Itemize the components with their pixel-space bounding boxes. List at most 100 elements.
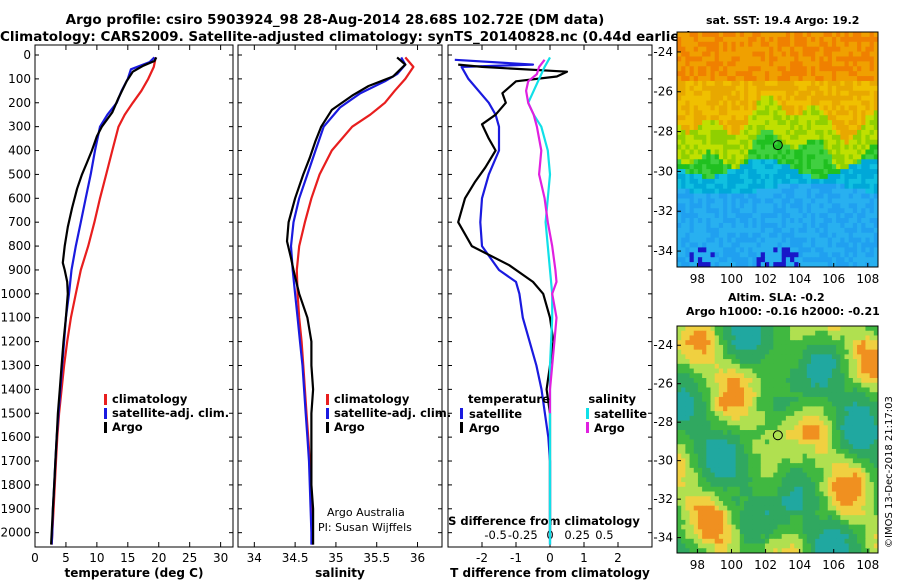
map-cell: [714, 247, 720, 253]
map-cell: [697, 85, 703, 92]
map-cell: [815, 524, 820, 530]
map-cell: [823, 115, 829, 121]
map-cell: [794, 326, 799, 332]
map-cell: [731, 368, 737, 374]
map-cell: [844, 105, 850, 111]
map-cell: [865, 524, 871, 530]
map-cell: [840, 430, 845, 436]
map-cell: [844, 482, 850, 488]
map-cell: [693, 242, 699, 248]
map-cell: [873, 203, 879, 209]
map-cell: [777, 340, 783, 346]
map-cell: [718, 430, 724, 436]
map-cell: [731, 463, 737, 469]
map-cell: [840, 178, 845, 185]
map-cell: [773, 139, 778, 146]
map-cell: [681, 95, 686, 101]
map-cell: [790, 349, 795, 355]
map-cell: [852, 477, 858, 483]
map-cell: [852, 491, 858, 497]
map-cell: [857, 373, 862, 379]
map-cell: [836, 222, 841, 229]
map-cell: [710, 524, 716, 530]
map-cell: [781, 193, 787, 199]
map-cell: [811, 354, 816, 360]
map-cell: [764, 349, 770, 355]
map-cell: [744, 95, 749, 101]
map-cell: [693, 496, 699, 502]
map-cell: [781, 178, 787, 185]
map-cell: [831, 198, 837, 204]
map-cell: [798, 378, 804, 384]
map-cell: [790, 178, 795, 185]
map-cell: [802, 472, 808, 478]
map-cell: [861, 110, 866, 116]
map-cell: [731, 500, 737, 507]
map-cell: [794, 543, 799, 549]
map-cell: [844, 373, 850, 379]
map-cell: [848, 505, 854, 511]
map-cell: [760, 344, 766, 351]
map-cell: [873, 95, 879, 101]
map-cell: [748, 444, 753, 450]
map-cell: [718, 439, 724, 445]
map-cell: [836, 139, 841, 146]
map-cell: [760, 548, 766, 554]
map-cell: [744, 430, 749, 436]
map-cell: [811, 368, 816, 374]
map-cell: [873, 330, 879, 336]
map-cell: [677, 222, 682, 229]
map-cell: [869, 482, 875, 488]
map-cell: [815, 344, 820, 351]
map-cell: [790, 173, 795, 180]
map-cell: [727, 56, 732, 62]
map-cell: [852, 515, 858, 521]
map-cell: [739, 71, 745, 77]
map-cell: [857, 61, 862, 67]
map-cell: [861, 222, 866, 229]
map-cell: [756, 125, 762, 131]
map-cell: [865, 472, 871, 478]
map-cell: [777, 208, 783, 214]
map-cell: [748, 524, 753, 530]
map-cell: [727, 115, 732, 121]
map-cell: [702, 477, 707, 483]
map-cell: [739, 373, 745, 379]
map-cell: [752, 335, 757, 341]
map-cell: [702, 188, 707, 194]
map-cell: [827, 242, 833, 248]
map-cell: [744, 439, 749, 445]
map-cell: [731, 491, 737, 497]
map-cell: [706, 164, 711, 170]
map-cell: [710, 434, 716, 440]
map-cell: [815, 548, 820, 554]
map-cell: [689, 420, 695, 426]
map-cell: [836, 56, 841, 62]
map-cell: [823, 149, 829, 155]
map-cell: [836, 144, 841, 150]
map-cell: [823, 349, 829, 355]
map-cell: [710, 222, 716, 229]
map-cell: [681, 51, 686, 57]
map-cell: [748, 326, 753, 332]
map-cell: [710, 425, 716, 431]
map-cell: [777, 453, 783, 459]
map-cell: [710, 95, 716, 101]
x-tick-label: 30: [213, 551, 228, 565]
map-cell: [806, 548, 812, 554]
map-cell: [693, 76, 699, 82]
map-cell: [865, 529, 871, 535]
map-cell: [831, 538, 837, 544]
map-cell: [815, 257, 820, 263]
map-cell: [831, 144, 837, 150]
map-cell: [752, 227, 757, 234]
map-cell: [802, 169, 808, 175]
map-cell: [815, 71, 820, 77]
map-cell: [718, 129, 724, 136]
map-cell: [739, 392, 745, 398]
map-cell: [731, 36, 737, 43]
map-frame: [676, 325, 879, 554]
map-cell: [815, 95, 820, 101]
map-cell: [865, 252, 871, 258]
map-cell: [773, 51, 778, 57]
